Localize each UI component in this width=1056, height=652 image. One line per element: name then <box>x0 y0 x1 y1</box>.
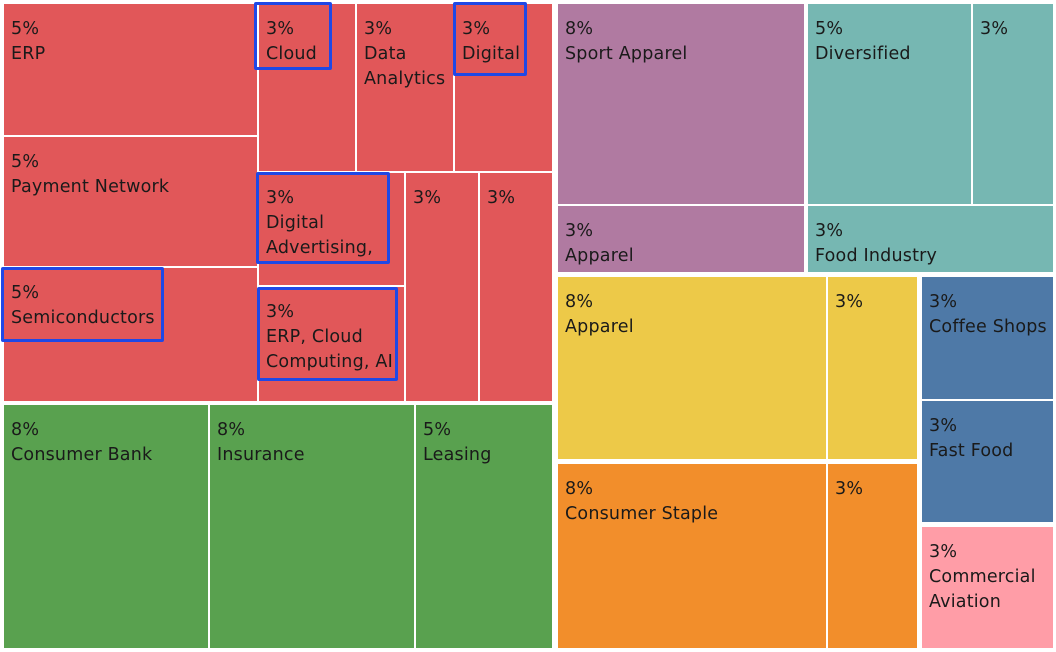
tile-category: Digital Advertising, <box>266 213 373 258</box>
treemap-tile-erp-cloud-ai[interactable]: 3% ERP, Cloud Computing, AI <box>259 287 404 401</box>
treemap-tile-consumer-staple[interactable]: 8% Consumer Staple <box>558 464 826 648</box>
treemap-tile-payment-network[interactable]: 5% Payment Network <box>4 137 257 266</box>
treemap-tile-digital-advertising[interactable]: 3% Digital Advertising, <box>259 173 404 285</box>
tile-value: 3% <box>835 292 864 312</box>
tile-value: 3% <box>835 479 864 499</box>
tile-label: 3% Digital <box>462 17 520 67</box>
tile-category: Coffee Shops <box>929 317 1047 337</box>
treemap-tile-consumer-bank[interactable]: 8% Consumer Bank <box>4 405 208 648</box>
tile-value: 8% <box>11 420 40 440</box>
tile-label: 5% Diversified <box>815 17 911 67</box>
tile-category: ERP <box>11 44 46 64</box>
tile-value: 5% <box>11 152 40 172</box>
treemap-tile-fast-food[interactable]: 3% Fast Food <box>922 401 1053 522</box>
treemap-tile-erp[interactable]: 5% ERP <box>4 4 257 135</box>
tile-label: 3% Food Industry <box>815 219 937 269</box>
tile-label: 3% Digital Advertising, <box>266 186 373 261</box>
treemap-tile-commercial-aviation[interactable]: 3% Commercial Aviation <box>922 527 1053 648</box>
tile-label: 3% Apparel <box>565 219 634 269</box>
tile-value: 3% <box>565 221 594 241</box>
treemap-tile-coffee-shops[interactable]: 3% Coffee Shops <box>922 277 1053 399</box>
tile-label: 3% <box>980 17 1008 42</box>
treemap-tile-apparel-purple[interactable]: 3% Apparel <box>558 206 804 272</box>
tile-label: 3% Commercial Aviation <box>929 540 1036 615</box>
treemap-tile-cloud[interactable]: 3% Cloud <box>259 4 355 171</box>
tile-category: Data Analytics <box>364 44 446 89</box>
tile-value: 5% <box>423 420 452 440</box>
tile-value: 8% <box>217 420 246 440</box>
tile-category: ERP, Cloud Computing, AI <box>266 327 393 372</box>
tile-label: 8% Consumer Bank <box>11 418 152 468</box>
treemap-tile-food-industry[interactable]: 3% Food Industry <box>808 206 1053 272</box>
treemap-tile-red-unlabeled-2[interactable]: 3% <box>480 173 552 401</box>
tile-label: 5% ERP <box>11 17 45 67</box>
tile-value: 5% <box>815 19 844 39</box>
tile-value: 8% <box>565 19 594 39</box>
tile-category: Fast Food <box>929 441 1014 461</box>
tile-label: 3% Cloud <box>266 17 317 67</box>
tile-category: Insurance <box>217 445 305 465</box>
tile-label: 3% <box>835 477 863 502</box>
tile-category: Leasing <box>423 445 492 465</box>
tile-value: 3% <box>929 416 958 436</box>
treemap-tile-yellow-unlabeled[interactable]: 3% <box>828 277 917 459</box>
tile-value: 3% <box>413 188 442 208</box>
treemap-tile-insurance[interactable]: 8% Insurance <box>210 405 414 648</box>
treemap-tile-sport-apparel[interactable]: 8% Sport Apparel <box>558 4 804 204</box>
tile-value: 3% <box>815 221 844 241</box>
treemap-tile-teal-unlabeled[interactable]: 3% <box>973 4 1053 204</box>
treemap-tile-digital[interactable]: 3% Digital <box>455 4 552 171</box>
tile-category: Diversified <box>815 44 911 64</box>
tile-category: Apparel <box>565 317 634 337</box>
treemap-tile-red-unlabeled-1[interactable]: 3% <box>406 173 478 401</box>
tile-value: 3% <box>266 302 295 322</box>
tile-value: 3% <box>929 292 958 312</box>
tile-category: Consumer Staple <box>565 504 719 524</box>
treemap-tile-leasing[interactable]: 5% Leasing <box>416 405 552 648</box>
tile-value: 3% <box>462 19 491 39</box>
tile-label: 8% Insurance <box>217 418 305 468</box>
tile-value: 3% <box>980 19 1009 39</box>
tile-label: 8% Apparel <box>565 290 634 340</box>
tile-category: Sport Apparel <box>565 44 688 64</box>
tile-label: 8% Sport Apparel <box>565 17 688 67</box>
tile-value: 8% <box>565 292 594 312</box>
tile-label: 3% Fast Food <box>929 414 1014 464</box>
tile-label: 3% <box>835 290 863 315</box>
tile-label: 3% ERP, Cloud Computing, AI <box>266 300 393 375</box>
treemap-tile-diversified[interactable]: 5% Diversified <box>808 4 971 204</box>
tile-value: 8% <box>565 479 594 499</box>
tile-category: Commercial Aviation <box>929 567 1036 612</box>
tile-category: Food Industry <box>815 246 938 266</box>
tile-category: Digital <box>462 44 521 64</box>
treemap-tile-semiconductors[interactable]: 5% Semiconductors <box>4 268 257 401</box>
tile-label: 3% Data Analytics <box>364 17 445 92</box>
tile-category: Cloud <box>266 44 317 64</box>
tile-category: Consumer Bank <box>11 445 153 465</box>
treemap-tile-orange-unlabeled[interactable]: 3% <box>828 464 917 648</box>
tile-category: Semiconductors <box>11 308 155 328</box>
tile-label: 5% Semiconductors <box>11 281 155 331</box>
treemap-tile-data-analytics[interactable]: 3% Data Analytics <box>357 4 453 171</box>
tile-category: Payment Network <box>11 177 170 197</box>
treemap-tile-apparel-yellow[interactable]: 8% Apparel <box>558 277 826 459</box>
tile-label: 8% Consumer Staple <box>565 477 718 527</box>
tile-label: 3% <box>487 186 515 211</box>
tile-label: 3% Coffee Shops <box>929 290 1047 340</box>
tile-value: 3% <box>266 188 295 208</box>
tile-value: 3% <box>364 19 393 39</box>
tile-value: 3% <box>266 19 295 39</box>
tile-label: 5% Payment Network <box>11 150 169 200</box>
tile-label: 3% <box>413 186 441 211</box>
tile-label: 5% Leasing <box>423 418 492 468</box>
tile-value: 3% <box>929 542 958 562</box>
tile-category: Apparel <box>565 246 634 266</box>
tile-value: 5% <box>11 19 40 39</box>
tile-value: 5% <box>11 283 40 303</box>
tile-value: 3% <box>487 188 516 208</box>
